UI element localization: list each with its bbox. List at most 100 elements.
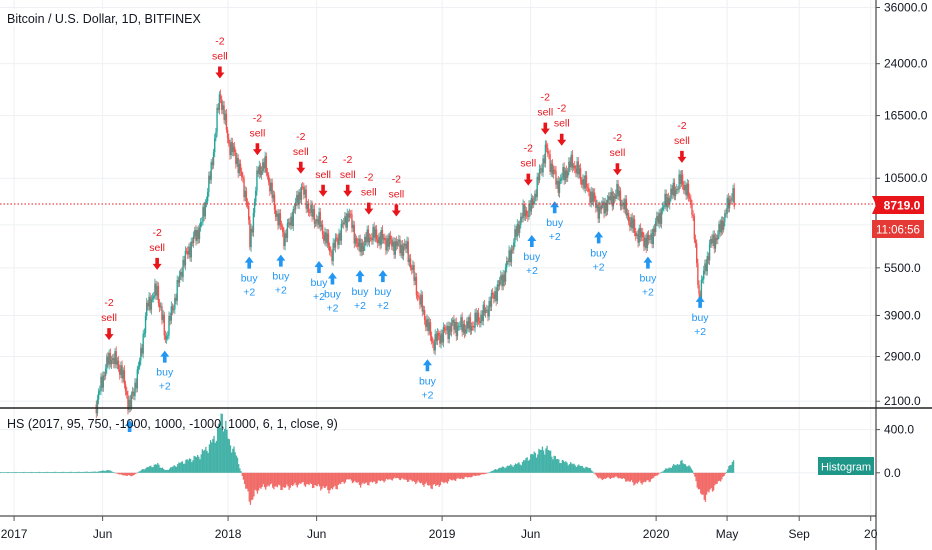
- histogram-bar: [705, 472, 708, 495]
- candle-body: [212, 152, 215, 166]
- candle-body: [158, 303, 161, 308]
- candle-body: [181, 271, 183, 278]
- histogram-bar: [578, 464, 580, 473]
- histogram-bar: [417, 472, 419, 481]
- candle-body: [712, 234, 714, 244]
- histogram-bar: [432, 472, 435, 485]
- candle-body: [710, 238, 712, 245]
- candle-body: [496, 284, 499, 302]
- histogram-bar: [273, 472, 275, 490]
- histogram-bar: [688, 465, 690, 473]
- candle-body: [541, 168, 543, 173]
- candle-body: [154, 283, 156, 296]
- candle-body: [665, 193, 667, 208]
- histogram-bar: [348, 472, 350, 480]
- histogram-bar: [534, 452, 537, 473]
- histogram-bar: [637, 472, 640, 483]
- candle-body: [142, 334, 144, 354]
- histogram-bar: [567, 465, 569, 473]
- histogram-bar: [83, 471, 85, 473]
- candle-body: [625, 199, 628, 216]
- candle-body: [721, 220, 724, 230]
- time-tick-label: May: [716, 527, 739, 541]
- sell-arrow-icon: [318, 184, 328, 197]
- histogram-bar: [654, 472, 656, 477]
- histogram-bar: [148, 466, 151, 473]
- histogram-bar: [367, 472, 369, 486]
- candle-body: [385, 240, 387, 251]
- histogram-bar: [21, 472, 23, 473]
- histogram-bar: [595, 472, 598, 476]
- histogram-bar: [144, 469, 146, 473]
- candle-body: [250, 228, 252, 248]
- candle-body: [123, 370, 126, 385]
- candle-body: [679, 174, 681, 184]
- candle-body: [298, 192, 300, 205]
- histogram-bar: [174, 466, 177, 473]
- time-axis-ticks[interactable]: 2017 Jun 2018 Jun 2019 Jun 2020 May Sep 20: [1, 516, 878, 541]
- candle-body: [565, 170, 568, 178]
- histogram-bar: [218, 423, 220, 473]
- histogram-bar: [714, 472, 716, 486]
- histogram-bar: [340, 472, 342, 485]
- histogram-bar: [75, 471, 77, 473]
- candle-body: [244, 190, 246, 198]
- histogram-bar: [336, 472, 338, 490]
- candle-body: [197, 229, 199, 240]
- histogram-bar: [274, 472, 276, 487]
- histogram-bar: [222, 431, 225, 473]
- histogram-bar: [650, 472, 653, 480]
- histogram-bar: [621, 472, 623, 479]
- histogram-bar: [603, 472, 606, 479]
- histogram-bar: [133, 472, 135, 475]
- signal-markers: sell-2sell-2buy+2sell-2buy+2sell-2buy+2s…: [101, 35, 709, 432]
- candle-body: [480, 314, 482, 324]
- candle-body: [278, 213, 280, 226]
- histogram-bar: [209, 440, 212, 473]
- candle-body: [97, 391, 100, 400]
- histogram-bar: [153, 464, 155, 473]
- histogram-bar: [116, 472, 118, 474]
- histogram-bar: [678, 464, 681, 473]
- candle-body: [516, 223, 518, 237]
- histogram-bar: [652, 472, 654, 479]
- histogram-bar: [601, 472, 603, 481]
- histogram-bar: [79, 471, 82, 473]
- sell-amount-label: -2: [524, 143, 533, 155]
- candle-body: [382, 237, 385, 240]
- histogram-bar: [547, 450, 549, 473]
- histogram-bar: [150, 465, 152, 473]
- histogram-bar: [587, 467, 589, 473]
- candle-body: [649, 239, 651, 240]
- histogram-bar: [613, 472, 615, 478]
- candle-body: [135, 382, 137, 389]
- candle-body: [448, 326, 450, 339]
- candle-body: [169, 316, 171, 321]
- histogram-bar: [295, 472, 297, 486]
- candle-body: [477, 312, 480, 322]
- candle-body: [635, 232, 637, 237]
- histogram-bar: [571, 463, 573, 473]
- buy-arrow-icon: [378, 270, 388, 283]
- candle-body: [369, 237, 372, 239]
- histogram-bar: [436, 472, 438, 486]
- candle-body: [536, 176, 538, 198]
- candle-body: [688, 196, 691, 199]
- histogram-bar: [445, 472, 447, 483]
- candle-body: [633, 219, 636, 233]
- candle-body: [603, 201, 605, 214]
- candle-body: [550, 163, 552, 172]
- sell-arrow-icon: [364, 202, 374, 215]
- histogram-bar: [463, 472, 465, 479]
- histogram-bar: [720, 472, 722, 482]
- histogram-bar: [480, 472, 483, 475]
- histogram-bar: [700, 472, 702, 494]
- histogram-bar: [189, 458, 192, 473]
- histogram-bar: [435, 472, 437, 487]
- histogram-bar: [261, 472, 263, 487]
- histogram-bar: [197, 455, 199, 473]
- histogram-bar: [723, 472, 725, 476]
- candle-body: [566, 171, 569, 178]
- histogram-bar: [681, 459, 683, 473]
- candle-body: [482, 304, 484, 322]
